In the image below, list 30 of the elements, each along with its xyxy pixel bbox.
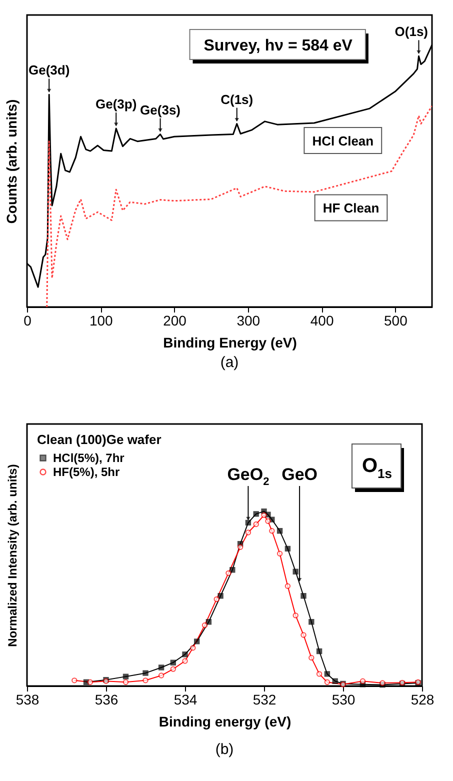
annotation: Ge(3s) bbox=[140, 102, 181, 118]
y-axis-title: Normalized Intensity (arb. units) bbox=[6, 464, 20, 647]
annotation: Ge(3p) bbox=[96, 96, 137, 112]
chart-title: Survey, hν = 584 eV bbox=[204, 38, 353, 55]
x-tick-label: 400 bbox=[310, 312, 334, 328]
series-label: HCl Clean bbox=[312, 134, 374, 149]
x-tick-label: 300 bbox=[236, 312, 260, 328]
legend-label: HCl(5%), 7hr bbox=[53, 451, 125, 465]
x-tick-label: 500 bbox=[384, 312, 408, 328]
x-tick-label: 0 bbox=[24, 312, 32, 328]
y-axis-title: Counts (arb. units) bbox=[4, 99, 20, 224]
text: (a) bbox=[220, 354, 239, 371]
annotation: C(1s) bbox=[220, 92, 254, 107]
x-tick-label: 200 bbox=[163, 312, 187, 328]
x-tick-label: 532 bbox=[252, 692, 276, 708]
text: (b) bbox=[215, 741, 234, 758]
legend-title: Clean (100)Ge wafer bbox=[37, 432, 162, 447]
x-tick-label: 534 bbox=[174, 692, 198, 708]
x-tick-label: 530 bbox=[332, 692, 356, 708]
x-tick-label: 538 bbox=[16, 692, 40, 708]
legend-label: HF(5%), 5hr bbox=[53, 465, 120, 479]
x-tick-label: 100 bbox=[89, 312, 114, 328]
x-tick-label: 536 bbox=[94, 692, 118, 708]
annotation: Ge(3d) bbox=[28, 62, 70, 78]
x-axis-title: Binding energy (eV) bbox=[158, 714, 292, 730]
series-label: HF Clean bbox=[322, 200, 380, 216]
annotation: O(1s) bbox=[394, 24, 428, 40]
x-axis-title: Binding Energy (eV) bbox=[163, 334, 297, 350]
x-tick-label: 528 bbox=[410, 692, 434, 708]
annotation: GeO bbox=[282, 465, 318, 484]
